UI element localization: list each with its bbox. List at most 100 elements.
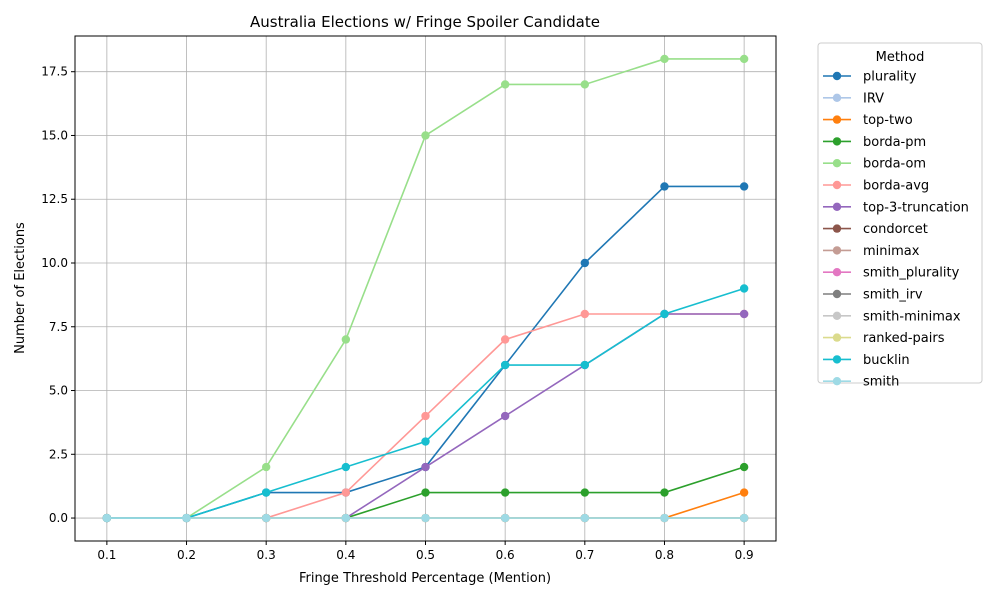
data-point [739,309,749,319]
data-point [580,488,590,497]
data-point [739,182,749,191]
data-point [739,488,749,497]
legend-marker [832,333,842,342]
legend-item: ranked-pairs [823,331,945,346]
data-point [580,360,590,370]
data-point [660,54,669,64]
data-point [102,513,112,523]
grid [75,36,776,541]
y-tick-label: 5.0 [49,384,68,398]
legend-label: smith_irv [863,288,923,303]
legend-label: borda-avg [863,179,929,194]
legend-marker [832,180,842,190]
legend-marker [832,268,842,277]
data-point [182,513,191,523]
x-tick-label: 0.2 [177,548,196,562]
legend-marker [832,115,842,124]
legend-item: smith [823,375,899,390]
legend-label: top-two [863,113,913,128]
data-point [421,488,430,497]
series-smith [102,513,749,523]
data-point [739,513,749,523]
legend-item: borda-avg [823,179,929,194]
y-tick-label: 12.5 [41,192,68,206]
x-tick-label: 0.8 [655,548,674,562]
x-tick-label: 0.1 [97,548,116,562]
legend-label: condorcet [863,222,928,237]
legend-label: top-3-truncation [863,200,969,215]
x-axis: 0.1 0.2 0.3 0.4 0.5 0.6 0.7 0.8 0.9 [97,541,754,562]
legend-item: smith_plurality [823,266,960,281]
data-point [580,258,590,268]
legend-label: borda-pm [863,135,926,150]
legend-label: smith-minimax [863,309,961,324]
series-layer [102,54,749,523]
legend-marker [832,93,842,103]
y-tick-label: 0.0 [49,511,68,525]
x-tick-label: 0.4 [336,548,355,562]
legend-marker [832,71,842,81]
legend-label: plurality [863,70,917,85]
data-point [580,80,590,89]
data-point [341,462,351,472]
data-point [341,488,351,497]
legend-marker [832,224,842,233]
legend-label: minimax [863,244,920,259]
legend: Method plurality IRV top-two borda-pm borda-… [817,42,983,390]
data-point [739,462,749,472]
data-point [500,488,510,497]
legend-marker [832,159,842,168]
x-tick-label: 0.6 [496,548,515,562]
x-axis-label: Fringe Threshold Percentage (Mention) [299,571,551,586]
chart-title: Australia Elections w/ Fringe Spoiler Ca… [250,13,600,31]
data-point [261,462,271,472]
data-point [660,182,669,191]
data-point [341,513,351,523]
data-point [500,335,510,344]
legend-item: top-3-truncation [823,200,969,215]
data-point [261,488,271,497]
data-point [580,309,590,319]
data-point [739,54,749,64]
data-point [341,335,351,344]
legend-item: smith_irv [823,288,923,303]
y-tick-label: 2.5 [49,447,68,461]
x-tick-label: 0.7 [575,548,594,562]
legend-marker [832,289,842,299]
data-point [261,513,271,523]
legend-item: top-two [823,113,913,128]
legend-marker [832,246,842,255]
legend-item: condorcet [823,222,928,237]
y-axis-label: Number of Elections [13,222,28,354]
x-tick-label: 0.5 [416,548,435,562]
data-point [500,80,510,89]
legend-item: plurality [823,70,917,85]
y-tick-label: 7.5 [49,320,68,334]
legend-item: smith-minimax [823,309,961,324]
data-point [500,360,510,370]
legend-marker [832,202,842,211]
legend-label: bucklin [863,353,910,368]
data-point [660,488,669,497]
legend-label: borda-om [863,157,926,172]
data-point [580,513,590,523]
data-point [500,513,510,523]
data-point [421,411,430,421]
y-tick-label: 15.0 [41,128,68,142]
legend-label: smith [863,375,899,390]
data-point [421,437,430,446]
legend-marker [832,137,842,146]
y-tick-label: 17.5 [41,65,68,79]
legend-marker [832,311,842,320]
data-point [660,513,669,523]
legend-label: smith_plurality [863,266,960,281]
data-point [660,309,669,319]
data-point [739,284,749,293]
legend-item: IRV [823,91,884,106]
y-axis: 0.0 2.5 5.0 7.5 10.0 12.5 15.0 17.5 [41,65,75,525]
x-tick-label: 0.3 [257,548,276,562]
legend-item: bucklin [823,353,910,368]
legend-item: borda-pm [823,135,926,150]
legend-label: ranked-pairs [863,331,945,346]
legend-marker [832,355,842,364]
